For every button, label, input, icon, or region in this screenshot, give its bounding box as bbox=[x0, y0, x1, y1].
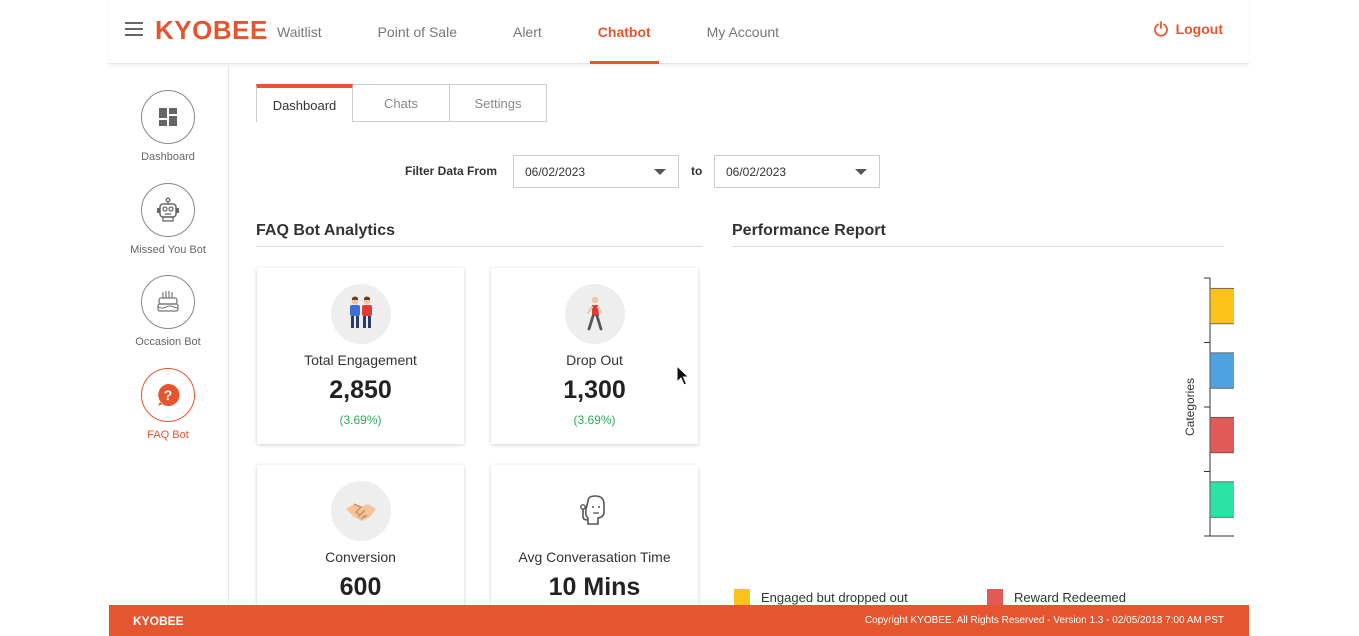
thinking-person-icon bbox=[565, 481, 625, 541]
stat-card-drop-out: Drop Out 1,300 (3.69%) bbox=[491, 268, 698, 444]
walking-person-icon bbox=[564, 284, 625, 344]
sidebar-item-label: Dashboard bbox=[141, 151, 195, 163]
tab-settings[interactable]: Settings bbox=[450, 84, 547, 122]
legend-label: Reward Redeemed bbox=[1014, 590, 1126, 605]
card-title: Drop Out bbox=[566, 352, 623, 368]
question-icon: ? bbox=[141, 368, 195, 422]
card-title: Total Engagement bbox=[304, 352, 417, 368]
card-title: Avg Converasation Time bbox=[518, 549, 671, 565]
legend-swatch bbox=[987, 589, 1003, 605]
nav-alert[interactable]: Alert bbox=[512, 24, 542, 40]
power-icon bbox=[1153, 21, 1168, 37]
card-value: 2,850 bbox=[329, 376, 392, 404]
svg-text:?: ? bbox=[164, 387, 173, 403]
sidebar-item-label: Occasion Bot bbox=[135, 336, 201, 348]
date-from-select[interactable]: 06/02/2023 bbox=[513, 155, 679, 188]
nav-waitlist[interactable]: Waitlist bbox=[277, 24, 322, 40]
tab-dashboard[interactable]: Dashboard bbox=[256, 84, 353, 122]
legend-swatch bbox=[734, 589, 750, 605]
sidebar: Dashboard Missed You Bot bbox=[109, 65, 229, 605]
bar bbox=[1209, 352, 1234, 389]
main-nav: Waitlist Point of Sale Alert Chatbot My … bbox=[269, 0, 827, 64]
sidebar-item-dashboard[interactable]: Dashboard bbox=[109, 90, 227, 163]
footer: KYOBEE Copyright KYOBEE. All Rights Rese… bbox=[109, 605, 1249, 636]
card-percentage: (3.69%) bbox=[339, 413, 382, 427]
sidebar-item-faq-bot[interactable]: ? FAQ Bot bbox=[109, 368, 227, 441]
top-navbar: KYOBEE Waitlist Point of Sale Alert Chat… bbox=[109, 0, 1249, 64]
hamburger-menu-icon[interactable] bbox=[125, 22, 143, 38]
legend-label: Engaged but dropped out bbox=[761, 590, 908, 605]
stat-card-total-engagement: Total Engagement 2,850 (3.69%) bbox=[257, 268, 464, 444]
app-window: KYOBEE Waitlist Point of Sale Alert Chat… bbox=[109, 0, 1249, 636]
y-axis-label: Categories bbox=[1183, 378, 1197, 436]
people-icon bbox=[330, 284, 391, 344]
card-value: 1,300 bbox=[563, 376, 626, 404]
logout-label: Logout bbox=[1175, 21, 1223, 37]
chevron-down-icon bbox=[855, 169, 867, 175]
nav-my-account[interactable]: My Account bbox=[706, 24, 780, 40]
card-value: 600 bbox=[339, 573, 382, 601]
footer-brand: KYOBEE bbox=[133, 614, 184, 628]
faq-analytics-title: FAQ Bot Analytics bbox=[256, 222, 702, 247]
brand-logo[interactable]: KYOBEE bbox=[155, 15, 268, 45]
bar bbox=[1209, 481, 1234, 518]
bar bbox=[1209, 416, 1234, 454]
sidebar-item-occasion-bot[interactable]: Occasion Bot bbox=[109, 275, 227, 348]
date-to-value: 06/02/2023 bbox=[726, 165, 787, 179]
chevron-down-icon bbox=[654, 169, 666, 175]
nav-chatbot[interactable]: Chatbot bbox=[589, 0, 659, 64]
robot-icon bbox=[141, 183, 195, 237]
performance-bar-chart: 10203040506070CustomersCategoriesEngaged… bbox=[734, 277, 1234, 605]
tab-chats[interactable]: Chats bbox=[353, 84, 450, 122]
date-from-value: 06/02/2023 bbox=[525, 165, 586, 179]
logout-button[interactable]: Logout bbox=[1153, 21, 1223, 37]
performance-report-title: Performance Report bbox=[732, 222, 1224, 247]
dashboard-icon bbox=[141, 90, 195, 144]
sidebar-item-missed-you-bot[interactable]: Missed You Bot bbox=[109, 183, 227, 256]
filter-label: Filter Data From bbox=[405, 164, 498, 178]
date-to-select[interactable]: 06/02/2023 bbox=[714, 155, 880, 188]
card-percentage: (3.69%) bbox=[573, 413, 616, 427]
cake-icon bbox=[141, 275, 195, 329]
mouse-cursor-icon bbox=[676, 365, 690, 386]
nav-point-of-sale[interactable]: Point of Sale bbox=[377, 24, 457, 40]
sidebar-item-label: Missed You Bot bbox=[130, 244, 206, 256]
sidebar-item-label: FAQ Bot bbox=[147, 429, 189, 441]
bar bbox=[1209, 287, 1234, 325]
footer-copyright: Copyright KYOBEE. All Rights Reserved - … bbox=[864, 615, 1224, 626]
to-label: to bbox=[691, 164, 703, 178]
card-title: Conversion bbox=[325, 549, 396, 565]
content-tabs: Dashboard Chats Settings bbox=[256, 84, 547, 122]
card-value: 10 Mins bbox=[548, 573, 641, 601]
handshake-icon bbox=[330, 481, 391, 541]
